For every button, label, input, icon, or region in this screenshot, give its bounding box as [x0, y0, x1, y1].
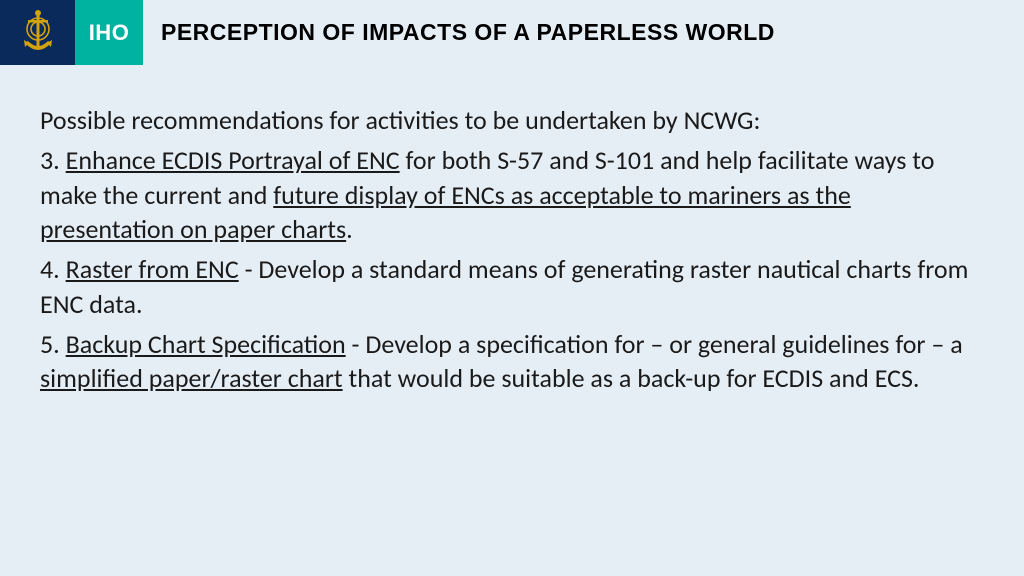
recommendation-item: 3. Enhance ECDIS Portrayal of ENC for bo…: [40, 143, 984, 246]
iho-badge: IHO: [75, 0, 143, 65]
slide-header: IHO PERCEPTION OF IMPACTS OF A PAPERLESS…: [0, 0, 1024, 65]
slide-title: PERCEPTION OF IMPACTS OF A PAPERLESS WOR…: [143, 19, 775, 46]
item-number: 4.: [40, 253, 60, 285]
iho-logo-box: [0, 0, 75, 65]
recommendation-item: 4. Raster from ENC - Develop a standard …: [40, 252, 984, 321]
iho-badge-text: IHO: [89, 20, 130, 46]
item-number: 5.: [40, 328, 60, 360]
item-number: 3.: [40, 144, 60, 176]
intro-text: Possible recommendations for activities …: [40, 103, 984, 137]
item-text-tail: .: [346, 213, 353, 245]
item-underline-2: simplified paper/raster chart: [40, 362, 343, 394]
recommendation-item: 5. Backup Chart Specification - Develop …: [40, 327, 984, 396]
item-underline-1: Enhance ECDIS Portrayal of ENC: [66, 144, 400, 176]
slide-body: Possible recommendations for activities …: [0, 65, 1024, 416]
item-underline-1: Raster from ENC: [66, 253, 239, 285]
anchor-crest-icon: [15, 7, 61, 59]
item-underline-1: Backup Chart Specification: [66, 328, 346, 360]
item-text-tail: that would be suitable as a back-up for …: [343, 362, 920, 394]
item-text-mid: - Develop a specification for – or gener…: [346, 328, 963, 360]
